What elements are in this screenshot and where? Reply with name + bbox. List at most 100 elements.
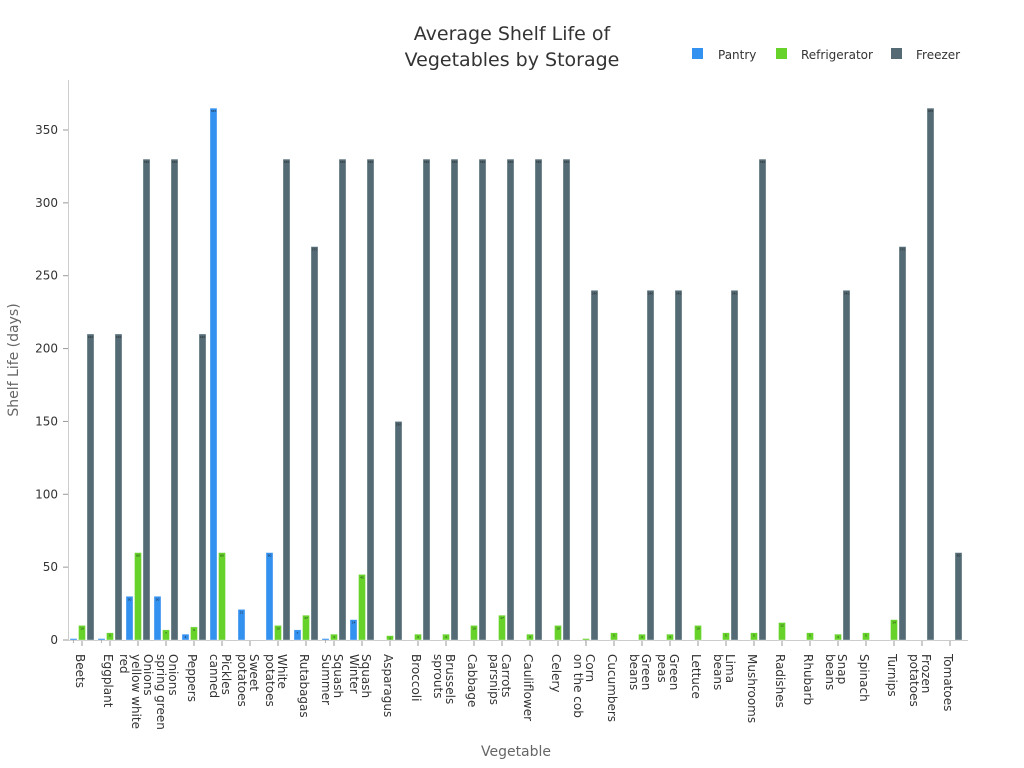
bar-value-label: 270 <box>312 248 318 252</box>
bar-freezer-21 <box>674 289 683 641</box>
bar-freezer-20 <box>646 289 655 641</box>
bar-refrigerator-15 <box>498 614 506 641</box>
x-tick-label: beans <box>823 654 837 690</box>
bar-refrigerator-11 <box>386 635 394 641</box>
bar-value-label: 240 <box>648 291 654 295</box>
bar-freezer-15 <box>506 158 515 641</box>
x-tick-label: Rhubarb <box>801 654 815 705</box>
bar-refrigerator-18 <box>582 638 590 641</box>
bar-value-label: 14 <box>892 621 896 625</box>
bar-value-label: 14 <box>352 621 356 625</box>
bar-refrigerator-16 <box>526 633 534 641</box>
bar-pantry-8 <box>293 629 302 641</box>
y-tick-label: 100 <box>35 487 58 501</box>
bar-refrigerator-19 <box>610 632 618 641</box>
bar-value-label: 330 <box>340 160 346 164</box>
x-tick-label: potatoes <box>907 654 921 707</box>
legend: Pantry Refrigerator Freezer <box>692 48 960 62</box>
x-tick-label: Summer <box>319 654 333 705</box>
legend-label-pantry: Pantry <box>718 48 756 62</box>
bar-value-label: 4 <box>417 635 419 639</box>
bar-freezer-3 <box>170 158 179 641</box>
bar-value-label: 210 <box>200 335 206 339</box>
legend-swatch-refrigerator <box>776 48 787 59</box>
bar-freezer-10 <box>366 158 375 641</box>
bar-value-label: 7 <box>297 631 299 635</box>
x-tick-label: red <box>117 654 131 674</box>
x-tick-label: Cabbage <box>465 654 479 707</box>
bar-refrigerator-3 <box>162 629 170 641</box>
x-tick-label: Frozen <box>919 654 933 693</box>
bar-pantry-5 <box>209 107 218 641</box>
bar-value-label: 10 <box>276 626 280 630</box>
x-axis-label: Vegetable <box>481 744 551 760</box>
bar-freezer-17 <box>562 158 571 641</box>
bar-freezer-0 <box>86 333 95 641</box>
bar-freezer-1 <box>114 333 123 641</box>
x-tick-label: yellow white <box>129 654 143 729</box>
bar-pantry-6 <box>237 609 246 641</box>
bar-freezer-29 <box>898 246 907 641</box>
y-tick-label: 250 <box>35 269 58 283</box>
bar-value-label: 9 <box>193 628 195 632</box>
bar-refrigerator-0 <box>78 625 86 641</box>
x-tick-label: Carrots <box>499 654 513 697</box>
bar-pantry-1 <box>97 638 106 641</box>
bar-value-label: 60 <box>268 554 272 558</box>
bar-value-label: 330 <box>480 160 486 164</box>
bar-refrigerator-20 <box>638 633 646 641</box>
chart-title-line-2: Vegetables by Storage <box>405 49 620 71</box>
x-tick-label: potatoes <box>235 654 249 707</box>
x-tick-label: beans <box>711 654 725 690</box>
bar-value-label: 330 <box>424 160 430 164</box>
bar-refrigerator-27 <box>834 633 842 641</box>
x-tick-label: White <box>275 654 289 689</box>
bar-pantry-0 <box>69 638 78 641</box>
bar-value-label: 5 <box>809 634 811 638</box>
bar-value-label: 4 <box>641 635 643 639</box>
bar-refrigerator-10 <box>358 574 366 641</box>
y-ticks: 0 50 100 150 200 250 300 350 <box>35 123 68 647</box>
x-tick-label: Celery <box>549 654 563 693</box>
x-tick-label: sprouts <box>431 654 445 698</box>
x-tick-label: Cucumbers <box>605 654 619 722</box>
bar-value-label: 330 <box>144 160 150 164</box>
bar-value-label: 1 <box>101 640 103 644</box>
bar-value-label: 330 <box>368 160 374 164</box>
y-axis-label: Shelf Life (days) <box>6 303 22 416</box>
bar-value-label: 210 <box>88 335 94 339</box>
bar-refrigerator-29 <box>890 619 898 641</box>
bar-freezer-2 <box>142 158 151 641</box>
bar-value-label: 21 <box>240 610 244 614</box>
bar-value-label: 365 <box>928 109 934 113</box>
bar-value-label: 5 <box>613 634 615 638</box>
x-tick-label: Broccoli <box>409 654 423 701</box>
bar-pantry-3 <box>153 595 162 641</box>
bar-value-label: 10 <box>556 626 560 630</box>
bar-value-label: 240 <box>732 291 738 295</box>
bar-pantry-9 <box>321 638 330 641</box>
bar-refrigerator-5 <box>218 552 226 641</box>
bar-value-label: 10 <box>696 626 700 630</box>
bar-value-label: 150 <box>396 422 402 426</box>
bar-value-label: 30 <box>156 597 160 601</box>
x-tick-label: Eggplant <box>101 654 115 708</box>
y-tick-label: 200 <box>35 342 58 356</box>
x-tick-label: Radishes <box>773 654 787 708</box>
x-tick-label: Lettuce <box>689 654 703 699</box>
bar-value-label: 240 <box>844 291 850 295</box>
bar-value-label: 12 <box>780 624 784 628</box>
bar-value-label: 3 <box>389 637 391 641</box>
x-tick-label: Snap <box>835 654 849 684</box>
bar-freezer-9 <box>338 158 347 641</box>
x-tick-label: Onions <box>141 654 155 696</box>
bar-value-label: 4 <box>445 635 447 639</box>
bar-pantry-10 <box>349 619 358 641</box>
x-tick-label: Tomatoes <box>941 653 955 711</box>
x-tick-label: peas <box>655 654 669 683</box>
bar-refrigerator-7 <box>274 625 282 641</box>
bar-value-label: 60 <box>957 554 961 558</box>
x-tick-label: Onions <box>166 654 180 696</box>
bar-freezer-4 <box>198 333 207 641</box>
